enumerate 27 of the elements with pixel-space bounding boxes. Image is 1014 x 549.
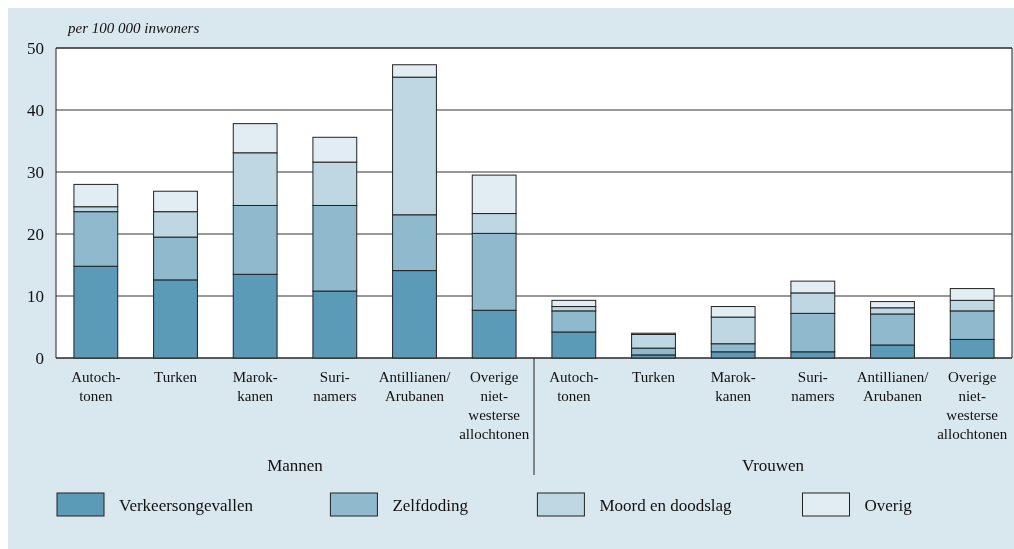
y-tick-label: 50 bbox=[27, 39, 44, 58]
text: Mannen bbox=[267, 456, 324, 475]
x-tick-label: Antillianen/ Arubanen bbox=[378, 369, 452, 404]
legend-label: Zelfdoding bbox=[392, 496, 469, 515]
y-tick-label: 30 bbox=[27, 163, 44, 182]
x-tick-label: Autoch- tonen bbox=[71, 369, 121, 404]
x-tick-label: Suri- namers bbox=[313, 369, 357, 404]
y-tick-label: 40 bbox=[27, 101, 44, 120]
x-tick-label: Marok- kanen bbox=[710, 369, 756, 404]
y-tick-label: 10 bbox=[27, 287, 44, 306]
x-tick-label: Overige niet- westerse allochtonen bbox=[937, 369, 1008, 442]
x-tick-label: Turken bbox=[154, 369, 198, 385]
x-tick-label: Antillianen/ Arubanen bbox=[856, 369, 930, 404]
legend-label: Overig bbox=[864, 496, 913, 515]
legend-label: Moord en doodslag bbox=[599, 496, 733, 515]
x-tick-label: Suri- namers bbox=[791, 369, 835, 404]
legend-label: Verkeersongevallen bbox=[119, 496, 254, 515]
y-tick-label: 20 bbox=[27, 225, 44, 244]
x-tick-label: Autoch- tonen bbox=[549, 369, 599, 404]
y-axis-title: per 100 000 inwoners bbox=[67, 20, 200, 36]
y-tick-label: 0 bbox=[35, 349, 44, 368]
x-tick-label: Marok- kanen bbox=[232, 369, 278, 404]
x-tick-label: Overige niet- westerse allochtonen bbox=[459, 369, 530, 442]
bar bbox=[551, 299, 597, 308]
text: Vrouwen bbox=[741, 456, 805, 475]
x-tick-label: Turken bbox=[632, 369, 676, 385]
bar bbox=[73, 183, 119, 208]
